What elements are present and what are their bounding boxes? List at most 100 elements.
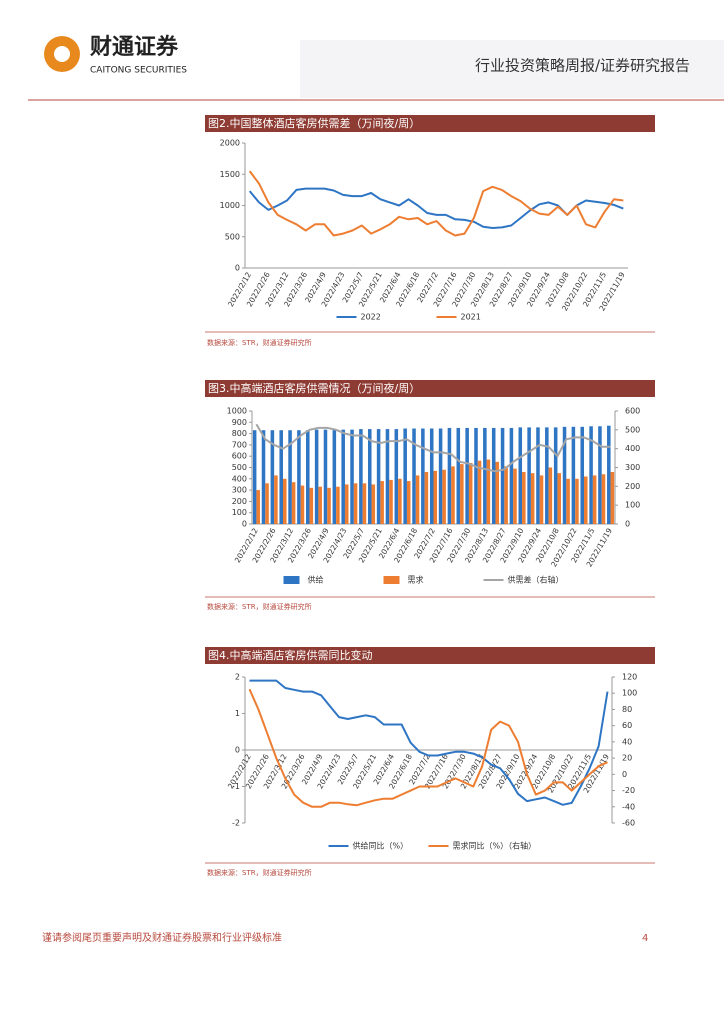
bar (504, 466, 508, 524)
bar (451, 466, 455, 524)
y2-tick-label: 400 (625, 444, 640, 453)
bar (309, 487, 314, 524)
title-bar (205, 380, 655, 397)
logo-inner (54, 46, 70, 62)
bar (261, 430, 266, 524)
bar (274, 475, 278, 524)
y-tick-label: 300 (232, 486, 247, 495)
bar (421, 428, 425, 524)
bar (483, 427, 487, 524)
bar (252, 430, 257, 524)
bar (442, 469, 446, 524)
y-tick-label: 1000 (227, 407, 247, 416)
source: 数据来源：STR，财通证券研究所 (207, 338, 312, 347)
y-tick-label: 2 (235, 673, 240, 682)
line-series (248, 688, 608, 808)
y-tick-label: -2 (232, 819, 240, 828)
legend-label: 供给同比（%） (353, 841, 409, 851)
bar (536, 427, 540, 524)
title-bar (205, 647, 655, 664)
bar (394, 429, 399, 524)
bar (468, 462, 473, 524)
bar (601, 474, 606, 524)
page-number: 4 (642, 933, 648, 944)
bar (592, 475, 597, 524)
y-tick-label: 0 (235, 746, 240, 755)
source: 数据来源：STR，财通证券研究所 (207, 602, 312, 611)
bar (297, 430, 301, 524)
line-series (255, 423, 611, 473)
bar (500, 427, 505, 524)
y2-tick-label: -20 (622, 786, 635, 795)
y2-tick-label: 600 (625, 407, 640, 416)
bar (610, 472, 615, 524)
bar (282, 478, 287, 524)
bar (385, 429, 390, 524)
bar (522, 472, 526, 524)
y2-tick-label: 100 (625, 501, 640, 510)
bar (415, 475, 420, 524)
bar (318, 486, 322, 524)
bar (571, 426, 576, 524)
bar (456, 427, 461, 524)
bar (291, 482, 296, 524)
bar (545, 427, 549, 524)
y2-tick-label: 120 (622, 673, 637, 682)
bar (350, 429, 354, 524)
bar (323, 429, 328, 524)
bar (424, 472, 429, 524)
bar (548, 467, 553, 524)
y2-tick-label: 200 (625, 482, 640, 491)
bar (518, 427, 523, 524)
bar (530, 473, 535, 524)
bar (438, 428, 443, 524)
bar (270, 430, 275, 524)
y-tick-label: 1500 (220, 170, 240, 179)
bar (465, 427, 469, 524)
bar (398, 478, 402, 524)
bar (300, 485, 305, 524)
bar (332, 429, 337, 524)
bar (336, 486, 340, 524)
bar (598, 426, 602, 524)
bar (306, 430, 310, 524)
bar (327, 487, 331, 524)
legend-swatch (283, 576, 300, 584)
y2-tick-label: 500 (625, 425, 640, 434)
bar (495, 461, 500, 524)
bar (509, 427, 514, 524)
y2-tick-label: 300 (625, 463, 640, 472)
legend-swatch (383, 576, 400, 584)
bar (513, 468, 517, 524)
bar (562, 426, 567, 524)
bar (279, 430, 283, 524)
logo-cn: 财通证券 (90, 34, 179, 60)
legend-label: 供给 (308, 575, 324, 585)
skyline (300, 40, 724, 98)
y-tick-label: 1 (235, 709, 240, 718)
bar (589, 426, 593, 524)
y-tick-label: 400 (232, 474, 247, 483)
source: 数据来源：STR，财通证券研究所 (207, 868, 312, 877)
bar (557, 473, 561, 524)
report-type: 行业投资策略周报/证券研究报告 (475, 57, 690, 75)
y-tick-label: -1 (232, 782, 240, 791)
y-tick-label: 900 (232, 418, 247, 427)
bar (412, 428, 416, 524)
bar (486, 459, 491, 524)
legend-label: 2022 (361, 313, 381, 322)
title-bar (205, 115, 655, 132)
bar (359, 429, 363, 524)
y2-tick-label: -40 (622, 802, 635, 811)
bar (314, 429, 319, 524)
bar (477, 460, 482, 524)
bar (341, 429, 345, 524)
bar (474, 427, 478, 524)
bar (575, 478, 579, 524)
y2-tick-label: 40 (622, 737, 632, 746)
y-tick-label: 1000 (220, 201, 240, 210)
y2-tick-label: 0 (622, 770, 627, 779)
bar (553, 427, 558, 524)
y2-tick-label: 100 (622, 689, 637, 698)
